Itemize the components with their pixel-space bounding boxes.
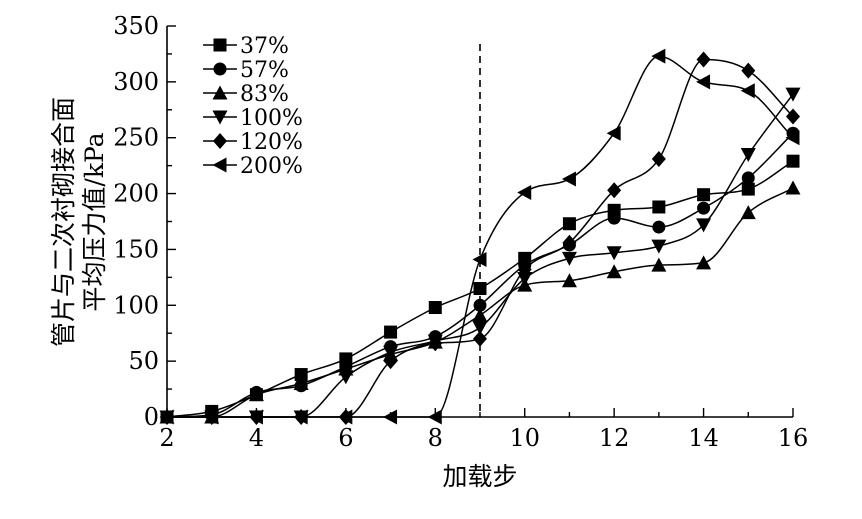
legend-marker-1	[213, 38, 227, 52]
legend-marker-3	[212, 85, 228, 100]
series-5-point-6	[383, 353, 398, 370]
series-3-point-12	[651, 257, 667, 272]
series-4-point-5	[338, 370, 354, 385]
series-1-point-8	[473, 282, 487, 296]
series-2-point-11	[607, 211, 621, 225]
series-5-point-14	[741, 62, 756, 79]
series-4-point-14	[740, 147, 756, 162]
series-5-point-8	[473, 330, 487, 347]
x-tick-label-14: 14	[688, 424, 719, 452]
legend-marker-6	[212, 157, 227, 173]
series-4-point-10	[561, 251, 577, 266]
series-2-point-12	[652, 220, 666, 234]
series-1-point-13	[697, 188, 711, 202]
y-tick-label-250: 250	[113, 124, 159, 152]
series-5-point-13	[696, 51, 711, 68]
series-6-point-14	[740, 83, 755, 99]
y-tick-label-300: 300	[113, 68, 159, 96]
series-6-point-10	[561, 171, 576, 187]
series-5-point-11	[607, 182, 622, 199]
series-5-point-10	[562, 234, 577, 251]
legend: 37%57%83%100%120%200%	[203, 34, 303, 179]
legend-label-3: 83%	[240, 82, 289, 107]
x-tick-label-10: 10	[509, 424, 540, 452]
legend-label-1: 37%	[240, 34, 289, 59]
series-4-point-15	[785, 87, 801, 102]
series-2-point-8	[473, 298, 487, 312]
x-tick-label-12: 12	[599, 424, 630, 452]
legend-label-5: 120%	[240, 130, 303, 155]
legend-label-4: 100%	[240, 106, 303, 131]
series-2-point-14	[741, 171, 755, 185]
series-1-point-7	[428, 301, 442, 315]
series-4-point-6	[383, 345, 399, 360]
series-3-point-14	[740, 205, 756, 220]
series-3-point-4	[293, 375, 309, 390]
series-3-point-11	[606, 264, 622, 279]
series-6-point-8	[472, 251, 487, 267]
series-1-point-4	[294, 368, 308, 382]
legend-marker-2	[213, 62, 227, 76]
series-1-point-14	[741, 182, 755, 196]
series-4-point-11	[606, 246, 622, 261]
x-tick-label-6: 6	[338, 424, 353, 452]
y-tick-label-50: 50	[128, 347, 159, 375]
x-tick-label-4: 4	[249, 424, 264, 452]
series-3-point-15	[785, 180, 801, 195]
series-3-point-10	[561, 273, 577, 288]
x-tick-label-8: 8	[428, 424, 443, 452]
series-2-point-13	[697, 201, 711, 215]
series-6-point-9	[517, 184, 532, 200]
series-3-point-3	[248, 387, 264, 402]
series-1-point-15	[786, 154, 800, 168]
series-6-point-13	[696, 74, 711, 90]
y-tick-label-200: 200	[113, 180, 159, 208]
y-axis-title-line-2: 平均压力值/kPa	[80, 132, 109, 311]
x-axis-title: 加载步	[442, 462, 517, 491]
y-axis-title-line-1: 管片与二次衬砌接合面	[49, 97, 78, 347]
series-3-point-8	[472, 307, 488, 322]
series-4-point-13	[696, 218, 712, 233]
series-5-point-12	[651, 150, 666, 167]
legend-label-2: 57%	[240, 58, 289, 83]
x-tick-label-16: 16	[778, 424, 809, 452]
y-tick-label-100: 100	[113, 291, 159, 319]
series-3-point-13	[696, 255, 712, 270]
series-5-point-7	[428, 335, 443, 352]
series-4-point-12	[651, 239, 667, 254]
series-5-point-15	[786, 108, 800, 125]
y-tick-label-0: 0	[144, 403, 159, 431]
axes: 2 4 6 8 10 12 14 16 0 50 100 150 200 250 300 350	[113, 12, 808, 452]
y-tick-label-350: 350	[113, 12, 159, 40]
legend-marker-4	[212, 110, 228, 125]
series-4-point-8	[472, 321, 488, 336]
y-tick-label-150: 150	[113, 235, 159, 263]
x-tick-label-2: 2	[159, 424, 174, 452]
series-6-point-15	[785, 130, 800, 146]
series-1-point-6	[384, 325, 398, 339]
series-1-point-12	[652, 200, 666, 214]
series-1-point-10	[562, 217, 576, 231]
series-6-point-12	[651, 48, 666, 64]
legend-marker-5	[213, 133, 227, 149]
series-5-point-9	[517, 261, 532, 278]
legend-label-6: 200%	[240, 154, 303, 179]
series-6-point-11	[606, 125, 621, 141]
